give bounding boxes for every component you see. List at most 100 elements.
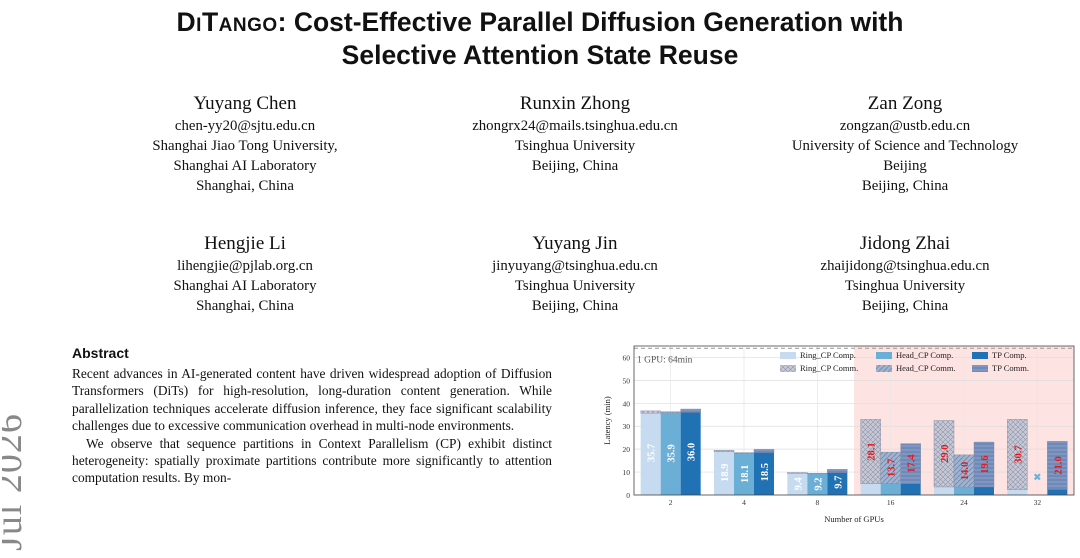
- bar-comm: [680, 408, 701, 413]
- bar-comm: [1007, 419, 1028, 490]
- bar-comp: [860, 483, 881, 495]
- author-affiliation-line: Tsinghua University: [514, 278, 636, 294]
- author-email: zhongrx24@mails.tsinghua.edu.cn: [472, 118, 678, 134]
- legend-swatch-comp: [780, 352, 796, 359]
- legend-swatch-comp: [876, 352, 892, 359]
- author-affiliation-line: Tsinghua University: [844, 278, 966, 294]
- bar-value-label: 28.1: [867, 442, 878, 460]
- bar-value-label: 18.9: [720, 463, 731, 481]
- author-email: jinyuyang@tsinghua.edu.cn: [492, 258, 658, 274]
- author-affiliation-line: Beijing, China: [531, 158, 619, 174]
- author-affiliation-line: University of Science and Technology: [791, 138, 1019, 154]
- legend-swatch-comm: [876, 365, 892, 372]
- bar-comp: [640, 413, 661, 495]
- author-affiliation-line: Shanghai AI Laboratory: [173, 158, 317, 174]
- side-date-text: Jul 2026: [2, 413, 30, 551]
- bar-comm: [787, 472, 808, 474]
- bar-value-label: 14.0: [960, 462, 971, 480]
- x-tick-label: 16: [887, 498, 895, 507]
- abstract-paragraph: Recent advances in AI-generated content …: [72, 366, 552, 434]
- legend-label: Head_CP Comm.: [896, 363, 956, 373]
- author-affiliation-line: Shanghai, China: [196, 178, 294, 194]
- author-email: zongzan@ustb.edu.cn: [839, 118, 971, 134]
- author-affiliation-line: Tsinghua University: [514, 138, 636, 154]
- bar-comp: [954, 486, 974, 495]
- author-affiliation-line: Beijing, China: [861, 178, 949, 194]
- legend-label: Ring_CP Comm.: [800, 363, 858, 373]
- y-tick-label: 30: [623, 422, 631, 431]
- y-tick-label: 60: [623, 353, 631, 362]
- legend-label: Head_CP Comp.: [896, 350, 953, 360]
- author-affiliation-line: Shanghai, China: [196, 298, 294, 314]
- bar-value-label: 35.7: [647, 444, 658, 462]
- bar-comp: [974, 486, 994, 495]
- x-tick-label: 2: [669, 498, 673, 507]
- bar-value-label: 36.0: [687, 443, 698, 461]
- bar-comp: [1007, 489, 1028, 495]
- x-tick-label: 8: [815, 498, 819, 507]
- paper-title: DiTango: Cost-Effective Parallel Diffusi…: [60, 6, 1020, 72]
- bar-value-label: 18.1: [740, 465, 751, 483]
- bar-comm: [640, 410, 661, 414]
- author-block: Yuyang Chen chen-yy20@sjtu.edu.cn Shangh…: [80, 92, 410, 196]
- author-affiliation-line: Beijing, China: [861, 298, 949, 314]
- bar-comm: [753, 449, 775, 453]
- y-tick-label: 10: [623, 468, 631, 477]
- bar-comm: [933, 420, 955, 488]
- author-affiliation-line: Beijing, China: [531, 298, 619, 314]
- legend-label: TP Comm.: [992, 363, 1029, 373]
- bar-comm: [860, 419, 881, 484]
- legend-label: TP Comp.: [992, 350, 1027, 360]
- bar-value-label: 9.7: [833, 476, 844, 489]
- author-email: zhaijidong@tsinghua.edu.cn: [820, 258, 990, 274]
- bar-value-label: 19.6: [980, 455, 991, 473]
- title-rest: : Cost-Effective Parallel Diffusion Gene…: [277, 7, 904, 37]
- bar-value-label: 17.4: [907, 454, 918, 473]
- bar-comm: [1047, 441, 1068, 490]
- bar-comp: [827, 472, 848, 495]
- x-axis-label: Number of GPUs: [824, 514, 884, 524]
- bar-comm: [713, 450, 735, 452]
- bar-value-label: 18.5: [760, 463, 771, 481]
- bar-comp: [754, 452, 774, 495]
- title-lead: DiTango: [176, 7, 278, 37]
- y-tick-label: 40: [623, 399, 631, 408]
- bar-comm: [973, 441, 995, 488]
- author-affiliation-line: Shanghai Jiao Tong University,: [152, 138, 338, 154]
- author-affiliation-line: Shanghai AI Laboratory: [173, 278, 317, 294]
- author-email: chen-yy20@sjtu.edu.cn: [174, 118, 316, 134]
- bar-comm: [660, 411, 681, 413]
- y-tick-label: 0: [626, 491, 630, 500]
- legend-swatch-comm: [972, 365, 988, 372]
- bar-value-label: 29.0: [940, 445, 951, 463]
- author-name: Yuyang Jin: [532, 233, 618, 254]
- author-name: Yuyang Chen: [193, 93, 297, 114]
- legend-swatch-comm: [780, 365, 796, 372]
- abstract-paragraph: We observe that sequence partitions in C…: [72, 435, 552, 486]
- missing-data-marker: ✖: [1033, 473, 1041, 484]
- x-tick-label: 32: [1034, 498, 1042, 507]
- bar-value-label: 21.0: [1053, 456, 1064, 474]
- bar-comp: [807, 473, 828, 495]
- x-tick-label: 24: [960, 498, 968, 507]
- legend-label: Ring_CP Comp.: [800, 350, 856, 360]
- abstract-heading: Abstract: [72, 345, 129, 361]
- author-block: Hengjie Li lihengjie@pjlab.org.cn Shangh…: [80, 232, 410, 316]
- bar-comp: [1047, 489, 1068, 495]
- author-block: Zan Zong zongzan@ustb.edu.cn University …: [740, 92, 1070, 196]
- author-name: Jidong Zhai: [859, 233, 951, 254]
- bar-comp: [734, 453, 754, 495]
- author-name: Hengjie Li: [204, 233, 286, 254]
- y-tick-label: 50: [623, 376, 631, 385]
- bar-value-label: 9.4: [793, 476, 804, 490]
- bar-value-label: 30.7: [1013, 445, 1024, 463]
- bar-comp: [934, 486, 954, 495]
- author-block: Runxin Zhong zhongrx24@mails.tsinghua.ed…: [410, 92, 740, 176]
- latency-figure: 0 10 20 30 40 50 60 1 GPU: 64min 35.7 35.9 36.0 2 18…: [598, 342, 1080, 532]
- author-affiliation-line: Beijing: [883, 158, 927, 174]
- bar-value-label: 13.7: [887, 459, 898, 477]
- bar-comm: [807, 473, 828, 475]
- title-line-2: Selective Attention State Reuse: [341, 40, 739, 70]
- x-tick-label: 4: [742, 498, 746, 507]
- bar-value-label: 9.2: [813, 478, 824, 491]
